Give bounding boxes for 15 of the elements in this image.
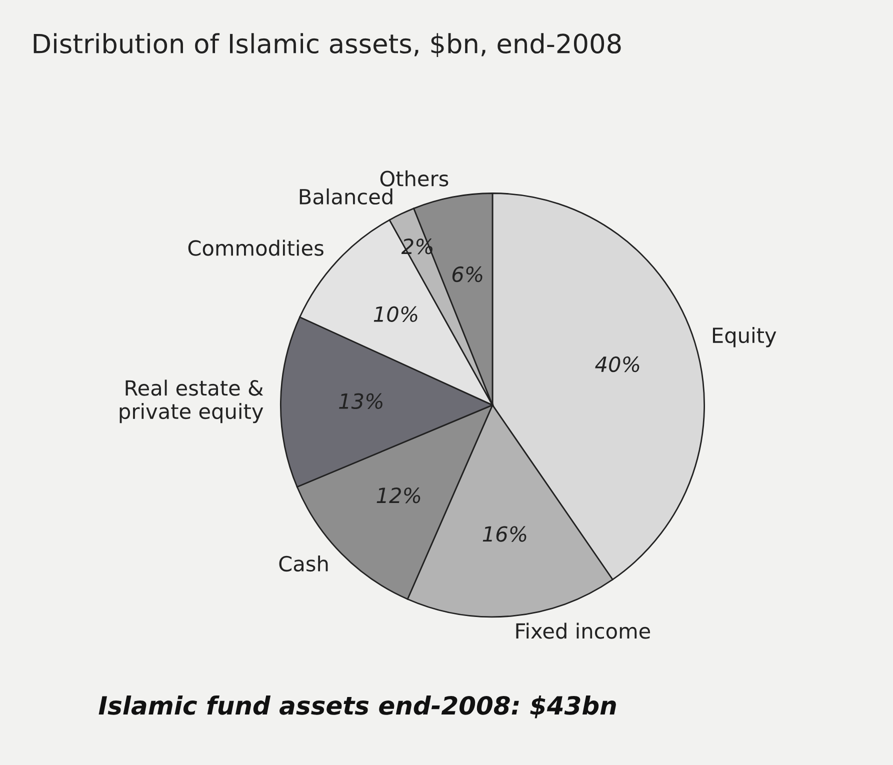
slice-label: Commodities	[188, 240, 324, 256]
data-label: 13%	[339, 393, 382, 410]
data-label: 12%	[376, 487, 420, 504]
data-label: 16%	[482, 526, 526, 542]
slice-label: Equity	[712, 327, 776, 348]
chart-title: Distribution of Islamic assets, $bn, end-2008	[34, 33, 621, 58]
slice-label: Balanced	[300, 188, 392, 205]
text: Islamic fund assets end-2008: $43bn	[98, 696, 616, 718]
data-label: 40%	[595, 356, 640, 372]
data-label: 6%	[452, 266, 482, 282]
data-label: 10%	[374, 306, 418, 322]
slice-label: Others	[380, 170, 448, 186]
slice-label: Real estate & private equity	[120, 380, 264, 424]
slice-label: Fixed income	[516, 622, 650, 639]
slice-label: Cash	[279, 555, 328, 572]
